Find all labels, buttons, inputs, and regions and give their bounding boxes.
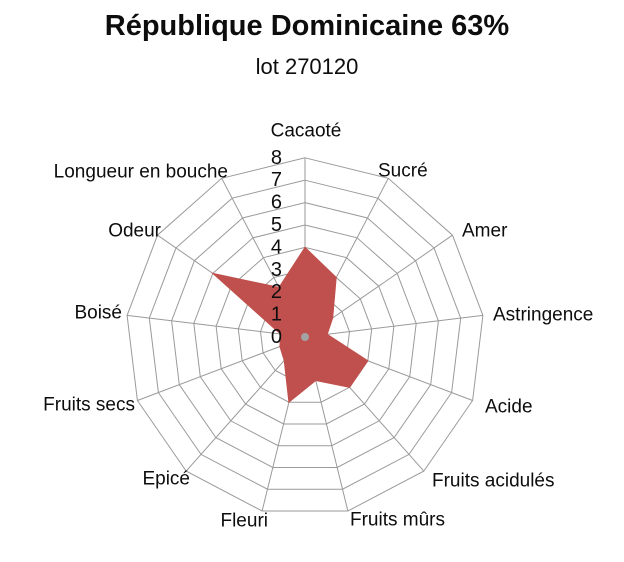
category-label: Boisé — [74, 303, 122, 324]
lot-label: lot 270120 — [255, 54, 359, 79]
center-hub — [301, 333, 309, 341]
tick-label: 7 — [271, 169, 282, 191]
category-label: Fruits secs — [43, 395, 135, 416]
category-label: Fruits mûrs — [350, 510, 445, 531]
axis-spoke — [304, 314, 483, 338]
category-label: Odeur — [108, 221, 161, 242]
data-polygon — [211, 246, 369, 404]
category-label: Epicé — [142, 469, 190, 490]
tick-label: 3 — [271, 259, 282, 281]
tick-label: 8 — [271, 147, 282, 169]
tick-label: 2 — [271, 281, 282, 303]
chart-title: République Dominicaine 63% — [104, 10, 510, 42]
category-label: Sucré — [378, 161, 428, 182]
category-label: Astringence — [493, 305, 593, 326]
grid-ring — [171, 202, 439, 468]
grid-ring — [215, 246, 395, 425]
tick-label: 5 — [271, 214, 282, 236]
category-label: Fleuri — [220, 511, 268, 532]
grid-ring — [126, 157, 484, 512]
tick-label: 0 — [271, 326, 282, 348]
tick-label: 1 — [271, 304, 282, 326]
category-label: Fruits acidulés — [432, 471, 555, 492]
tick-label: 4 — [271, 236, 282, 258]
grid-ring — [148, 179, 462, 490]
category-label: Cacaoté — [271, 121, 342, 142]
category-label: Amer — [462, 221, 508, 242]
tick-label: 6 — [271, 192, 282, 214]
category-labels: Cacaoté Sucré Amer Astringence Acide Fruits a… — [43, 121, 593, 532]
grid-ring — [193, 224, 417, 447]
category-label: Acide — [485, 397, 533, 418]
axis-spoke — [137, 336, 306, 401]
category-label: Longueur en bouche — [54, 162, 228, 183]
axis-spoke — [127, 314, 306, 338]
grid-rings — [126, 157, 484, 512]
